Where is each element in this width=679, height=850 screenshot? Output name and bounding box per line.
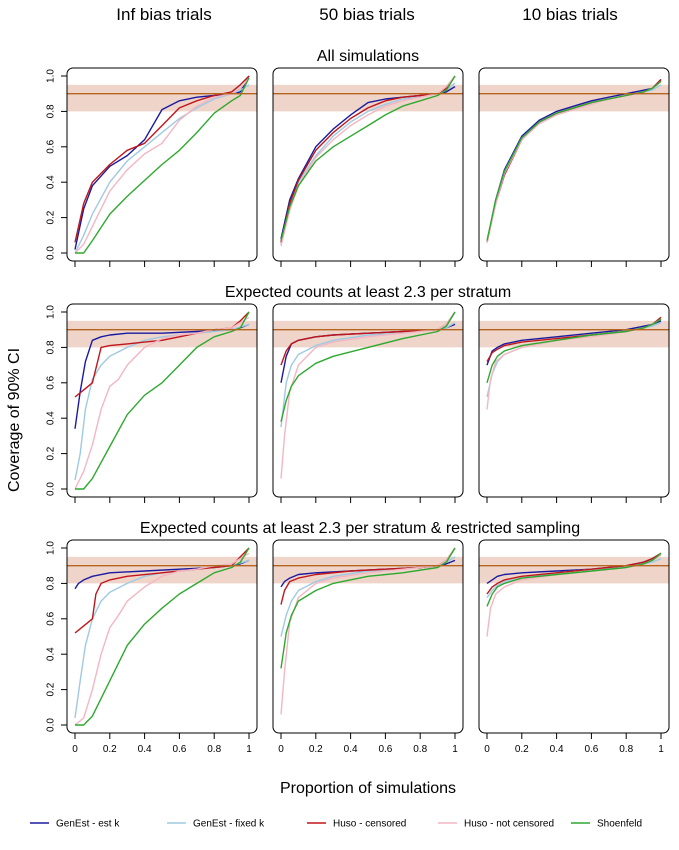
series-line-shoenfeld [75, 547, 250, 726]
x-tick-label: 0 [278, 744, 284, 755]
x-tick-label: 1 [658, 744, 664, 755]
panel-frame [478, 303, 670, 498]
y-tick-label: 1.0 [46, 305, 57, 319]
col-title-50: 50 bias trials [319, 5, 414, 24]
reference-band [67, 320, 257, 348]
row-title-restricted: Expected counts at least 2.3 per stratum… [140, 520, 580, 537]
series-line-huso-censored [486, 552, 662, 595]
x-tick-label: 0.4 [344, 744, 358, 755]
row-title-counts: Expected counts at least 2.3 per stratum [225, 284, 511, 301]
y-tick-label: 0.0 [46, 718, 57, 732]
x-tick-label: 0.6 [378, 744, 392, 755]
legend-item-genest-est-k: GenEst - est k [30, 819, 120, 830]
x-tick-label: 0.4 [138, 744, 152, 755]
y-tick-label: 0.0 [46, 482, 57, 496]
y-tick-label: 0.2 [46, 446, 57, 460]
legend-label: GenEst - est k [56, 819, 120, 830]
x-tick-label: 0 [484, 744, 490, 755]
reference-band [273, 320, 463, 348]
x-tick-label: 0.8 [207, 744, 221, 755]
y-tick-label: 0.2 [46, 210, 57, 224]
y-tick-label: 0.2 [46, 682, 57, 696]
x-tick-label: 0.2 [515, 744, 529, 755]
panel-frame [272, 67, 464, 262]
panel-grid: 0.00.20.40.60.81.00.00.20.40.60.81.00.00… [46, 67, 670, 755]
panel-2-2 [272, 303, 464, 503]
x-tick-label: 0.6 [172, 744, 186, 755]
panel-frame [272, 539, 464, 734]
y-tick-label: 0.6 [46, 375, 57, 389]
reference-band [67, 84, 257, 112]
series-line-shoenfeld [75, 311, 250, 490]
x-tick-label: 0.8 [413, 744, 427, 755]
col-title-inf: Inf bias trials [116, 5, 211, 24]
panel-frame [66, 303, 258, 498]
series-line-shoenfeld [486, 552, 662, 607]
legend-item-huso-censored: Huso - censored [307, 819, 406, 830]
x-tick-label: 0.6 [584, 744, 598, 755]
y-tick-label: 1.0 [46, 541, 57, 555]
legend-label: GenEst - fixed k [193, 819, 265, 830]
x-tick-label: 0.4 [550, 744, 564, 755]
series-line-shoenfeld [486, 80, 662, 241]
panel-frame [478, 67, 670, 262]
legend-item-shoenfeld: Shoenfeld [571, 819, 642, 830]
y-tick-label: 0.6 [46, 611, 57, 625]
series-line-shoenfeld [486, 318, 662, 383]
series-line-shoenfeld [75, 77, 250, 254]
reference-band [479, 84, 669, 112]
series-line-genest-est-k [486, 320, 662, 366]
panel-frame [478, 539, 670, 734]
series-line-huso-censored [74, 547, 250, 634]
col-title-10: 10 bias trials [522, 5, 617, 24]
legend: GenEst - est k GenEst - fixed k Huso - cen… [30, 819, 642, 830]
y-tick-label: 0.6 [46, 139, 57, 153]
legend-item-genest-fixed-k: GenEst - fixed k [167, 819, 265, 830]
x-tick-label: 0.2 [309, 744, 323, 755]
series-line-shoenfeld [280, 75, 456, 241]
legend-label: Shoenfeld [597, 819, 642, 830]
legend-item-huso-not-censored: Huso - not censored [438, 819, 554, 830]
y-tick-label: 1.0 [46, 69, 57, 83]
x-tick-label: 1 [452, 744, 458, 755]
panel-3-2: 0 0.2 0.4 0.6 0.8 1 [272, 539, 464, 755]
legend-label: Huso - censored [333, 819, 406, 830]
panel-3-1: 0.0 0.2 0.4 0.6 0.8 1.0 0 0.2 0.4 0.6 0.8 1 [46, 539, 258, 755]
panel-1-3 [478, 67, 670, 267]
row-title-all: All simulations [317, 48, 419, 65]
y-tick-label: 0.8 [46, 340, 57, 354]
y-tick-label: 0.8 [46, 576, 57, 590]
panel-1-1: 0.0 0.2 0.4 0.6 0.8 1.0 [46, 67, 258, 267]
panel-3-3: 0 0.2 0.4 0.6 0.8 1 [478, 539, 670, 755]
y-tick-label: 0.0 [46, 246, 57, 260]
panel-2-1: 0.0 0.2 0.4 0.6 0.8 1.0 [46, 303, 258, 503]
x-axis-label: Proportion of simulations [280, 780, 456, 797]
series-line-huso-not-censored [280, 311, 456, 479]
panel-1-2 [272, 67, 464, 267]
y-tick-label: 0.4 [46, 411, 57, 425]
panel-frame [66, 539, 258, 734]
y-axis-label: Coverage of 90% CI [6, 348, 23, 492]
panel-frame [66, 67, 258, 262]
x-tick-label: 0.8 [619, 744, 633, 755]
series-line-genest-est-k [486, 79, 662, 243]
legend-label: Huso - not censored [464, 819, 554, 830]
x-tick-label: 1 [246, 744, 252, 755]
x-tick-label: 0.2 [103, 744, 117, 755]
series-line-huso-not-censored [280, 547, 456, 715]
y-tick-label: 0.4 [46, 647, 57, 661]
panel-2-3 [478, 303, 670, 503]
series-line-huso-censored [74, 75, 250, 243]
y-tick-label: 0.8 [46, 104, 57, 118]
x-tick-label: 0 [72, 744, 78, 755]
y-tick-label: 0.4 [46, 175, 57, 189]
panel-frame [272, 303, 464, 498]
